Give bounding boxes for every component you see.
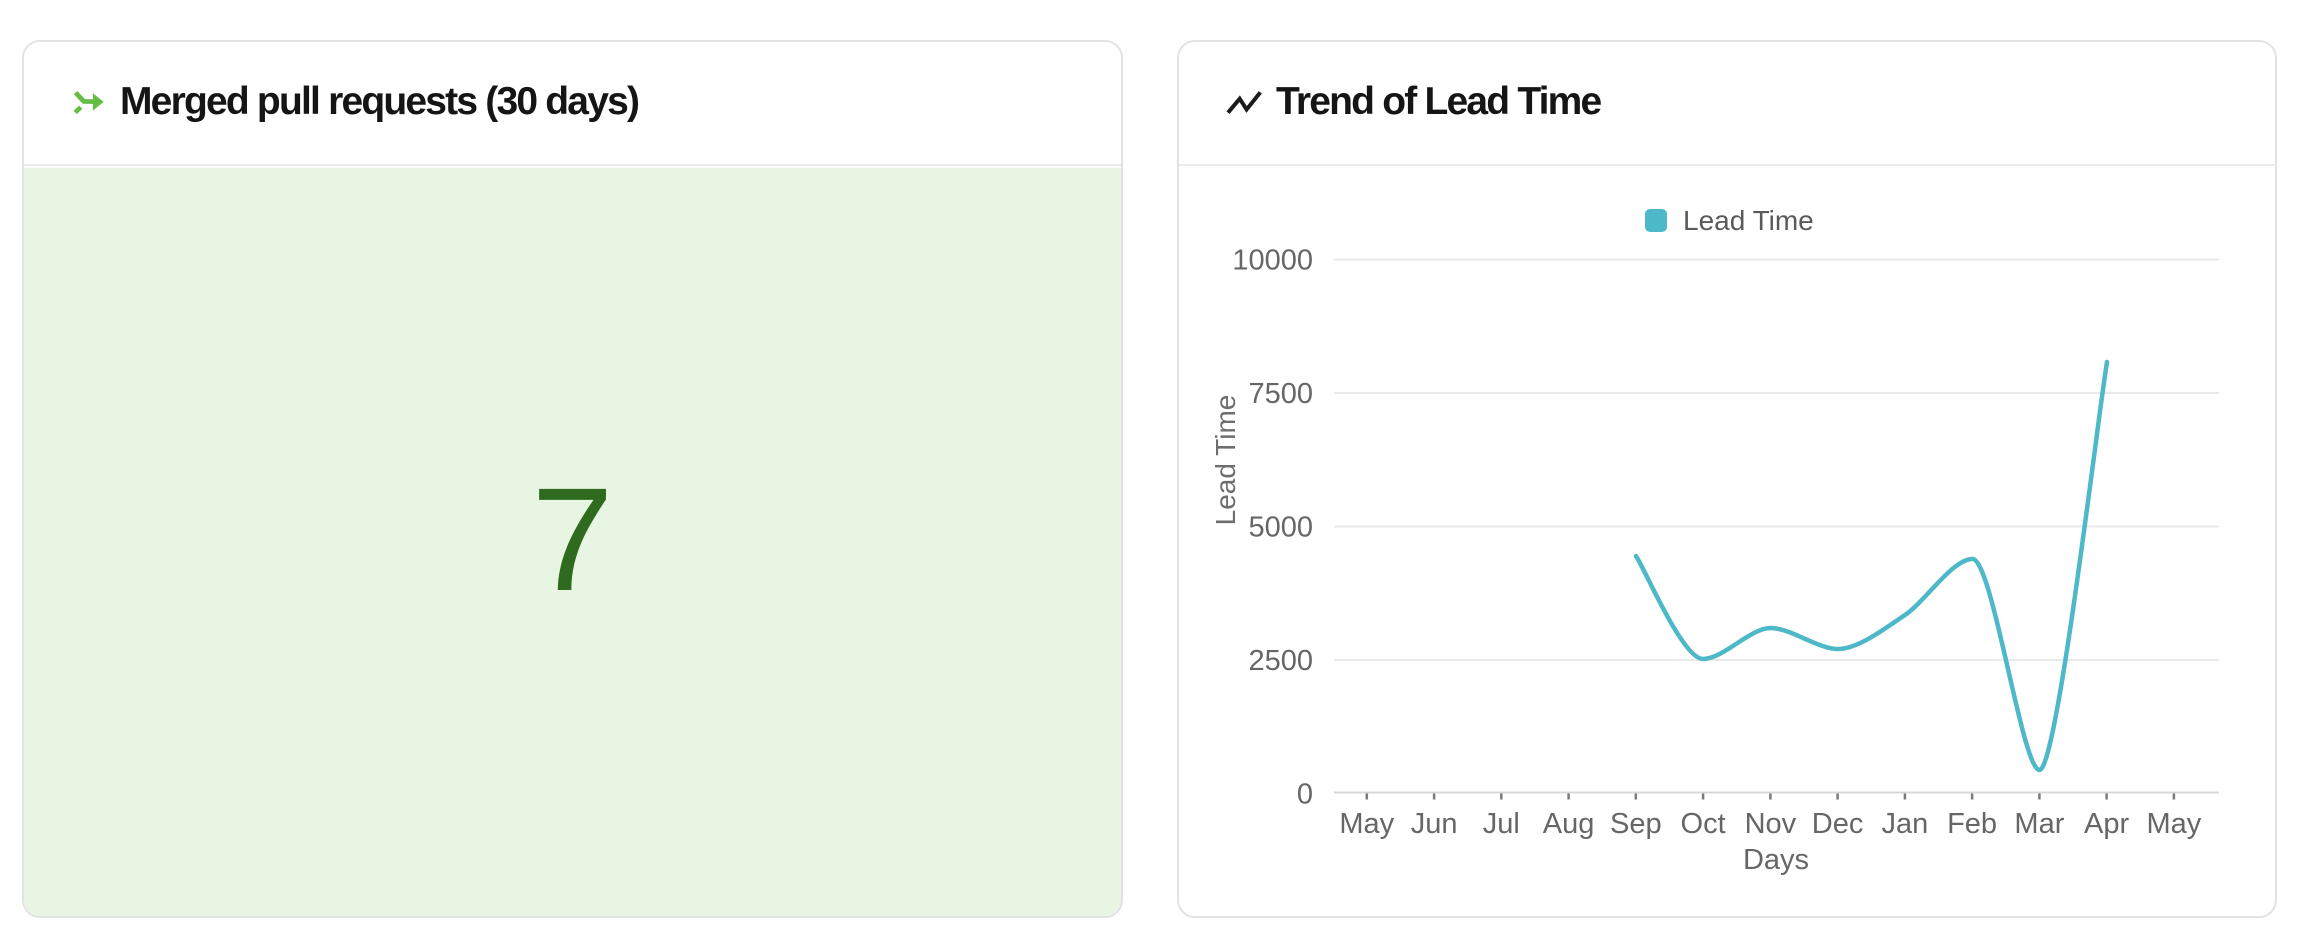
svg-text:May: May <box>1339 808 1394 840</box>
svg-text:5000: 5000 <box>1248 512 1313 544</box>
svg-text:Sep: Sep <box>1610 808 1662 840</box>
svg-text:2500: 2500 <box>1248 645 1313 677</box>
svg-text:Mar: Mar <box>2014 808 2064 840</box>
svg-text:7500: 7500 <box>1248 378 1313 410</box>
svg-text:Jul: Jul <box>1483 808 1520 840</box>
svg-text:Lead Time: Lead Time <box>1683 205 1814 236</box>
svg-text:Apr: Apr <box>2084 808 2129 840</box>
svg-text:0: 0 <box>1297 779 1313 811</box>
svg-text:Jan: Jan <box>1882 808 1929 840</box>
svg-text:Days: Days <box>1743 844 1809 876</box>
svg-text:Feb: Feb <box>1947 808 1997 840</box>
svg-text:Jun: Jun <box>1411 808 1458 840</box>
svg-text:Nov: Nov <box>1745 808 1797 840</box>
svg-text:Lead Time: Lead Time <box>1210 395 1241 526</box>
svg-text:Aug: Aug <box>1543 808 1595 840</box>
svg-text:Dec: Dec <box>1812 808 1864 840</box>
svg-text:Oct: Oct <box>1681 808 1726 840</box>
svg-text:May: May <box>2147 808 2202 840</box>
svg-text:10000: 10000 <box>1232 245 1313 277</box>
